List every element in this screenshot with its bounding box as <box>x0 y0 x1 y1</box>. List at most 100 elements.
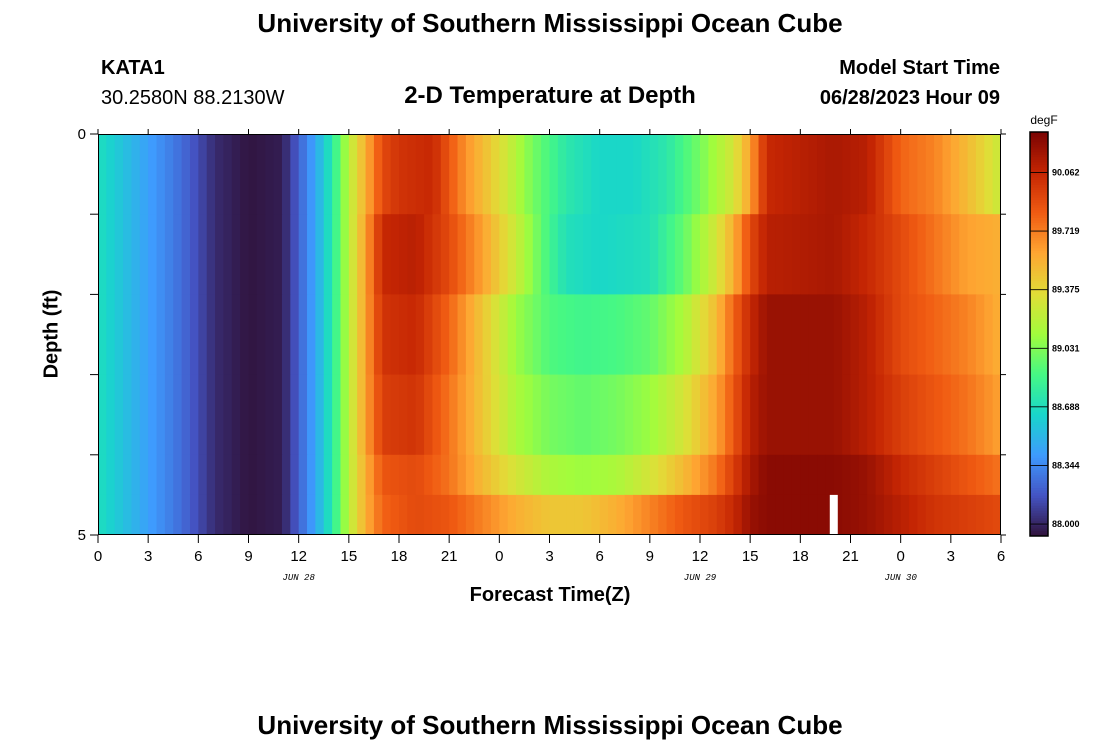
colorbar-swatch <box>1030 440 1048 444</box>
heatmap-cell <box>265 374 275 456</box>
colorbar: 90.062 89.719 89.375 89.031 88.688 88.344 88.0… <box>1029 131 1080 537</box>
heatmap-cell <box>424 374 434 456</box>
heatmap-cell <box>950 214 960 295</box>
heatmap-cell <box>516 494 526 535</box>
heatmap-cell <box>574 294 584 376</box>
colorbar-swatch <box>1030 316 1048 320</box>
heatmap-cell <box>549 494 559 535</box>
heatmap-cell <box>867 214 877 295</box>
heatmap-cell <box>156 214 166 295</box>
heatmap-cell <box>348 294 358 376</box>
heatmap-cell <box>106 454 116 496</box>
heatmap-cell <box>549 374 559 456</box>
heatmap-cell <box>307 374 316 456</box>
x-date-label: JUN 28 <box>282 573 315 583</box>
heatmap-cell <box>608 134 617 215</box>
heatmap-cell <box>373 214 383 295</box>
heatmap-cell <box>959 494 969 535</box>
colorbar-swatch <box>1030 134 1048 138</box>
colorbar-swatch <box>1030 286 1048 290</box>
heatmap-cell <box>833 494 843 535</box>
heatmap-cell <box>666 374 676 456</box>
heatmap-cell <box>164 294 174 376</box>
heatmap-cell <box>449 214 459 295</box>
heatmap-cell <box>624 454 634 496</box>
heatmap-cell <box>240 454 250 496</box>
heatmap-cell <box>173 134 183 215</box>
heatmap-cell <box>123 454 133 496</box>
heatmap-cell <box>215 494 225 535</box>
heatmap-cell <box>390 134 400 215</box>
heatmap-cell <box>348 494 358 535</box>
heatmap-cell <box>373 494 383 535</box>
heatmap-cell <box>532 494 542 535</box>
heatmap-cell <box>315 494 325 535</box>
heatmap-cell <box>566 214 576 295</box>
colorbar-swatch <box>1030 374 1048 378</box>
heatmap-cell <box>507 294 517 376</box>
heatmap-cell <box>248 214 258 295</box>
model-start-label: Model Start Time <box>839 57 1000 79</box>
heatmap-cell <box>674 494 684 535</box>
heatmap-cell <box>917 454 927 496</box>
colorbar-swatch <box>1030 334 1048 338</box>
heatmap-cell <box>691 494 701 535</box>
heatmap-cell <box>273 494 283 535</box>
heatmap-cell <box>541 214 551 295</box>
heatmap-cell <box>950 454 960 496</box>
heatmap-cell <box>992 454 1001 496</box>
heatmap-cell <box>942 374 952 456</box>
heatmap-cell <box>281 134 291 215</box>
heatmap-cell <box>156 374 166 456</box>
heatmap-cell <box>482 134 492 215</box>
x-tick-label: 18 <box>391 548 408 565</box>
heatmap-cell <box>934 294 944 376</box>
heatmap-cell <box>373 454 383 496</box>
heatmap-cell <box>173 494 183 535</box>
colorbar-swatch <box>1030 452 1048 456</box>
heatmap-cell <box>399 294 408 376</box>
heatmap-cell <box>114 374 124 456</box>
colorbar-swatch <box>1030 172 1048 176</box>
heatmap-cell <box>750 454 760 496</box>
colorbar-swatch <box>1030 152 1048 156</box>
colorbar-swatch <box>1030 404 1048 408</box>
heatmap-cell <box>934 134 944 215</box>
heatmap-cell <box>148 494 158 535</box>
colorbar-swatch <box>1030 442 1048 446</box>
colorbar-swatch <box>1030 435 1048 439</box>
heatmap-cell <box>415 134 425 215</box>
heatmap-cell <box>674 214 684 295</box>
heatmap-cell <box>817 294 827 376</box>
colorbar-swatch <box>1030 177 1048 181</box>
heatmap-cell <box>457 134 467 215</box>
heatmap-cell <box>833 214 843 295</box>
y-axis-title: Depth (ft) <box>40 289 63 379</box>
colorbar-swatch <box>1030 265 1048 269</box>
heatmap-cell <box>248 494 258 535</box>
heatmap-cell <box>942 134 952 215</box>
heatmap-cell <box>833 134 843 215</box>
heatmap-cell <box>750 134 760 215</box>
heatmap-cell <box>984 294 994 376</box>
heatmap-cell <box>256 374 266 456</box>
heatmap-cell <box>407 134 417 215</box>
heatmap-cell <box>741 134 751 215</box>
heatmap-cell <box>148 214 158 295</box>
heatmap-cell <box>700 374 709 456</box>
heatmap-cell <box>440 374 450 456</box>
colorbar-swatch <box>1030 132 1048 136</box>
heatmap-cell <box>499 214 509 295</box>
heatmap-cell <box>833 294 843 376</box>
heatmap-cell <box>373 294 383 376</box>
heatmap-cell <box>842 134 852 215</box>
heatmap-cell <box>934 494 944 535</box>
heatmap-cell <box>842 214 852 295</box>
heatmap-cell <box>323 214 333 295</box>
heatmap-cell <box>98 494 107 535</box>
heatmap-cell <box>791 294 801 376</box>
heatmap-cell <box>215 134 225 215</box>
x-tick-label: 6 <box>595 548 603 565</box>
colorbar-swatch <box>1030 200 1048 204</box>
heatmap-cell <box>649 374 659 456</box>
